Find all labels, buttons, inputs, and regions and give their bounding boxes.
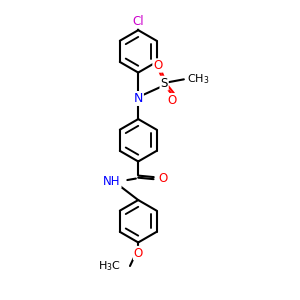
Text: O: O: [134, 247, 143, 260]
Text: Cl: Cl: [132, 15, 144, 28]
Text: S: S: [160, 77, 168, 90]
Text: O: O: [158, 172, 167, 185]
Text: N: N: [134, 92, 143, 105]
Text: H$_3$C: H$_3$C: [98, 259, 121, 273]
Text: CH$_3$: CH$_3$: [187, 72, 210, 86]
Text: NH: NH: [103, 175, 121, 188]
Text: O: O: [153, 59, 162, 72]
Text: O: O: [168, 94, 177, 107]
